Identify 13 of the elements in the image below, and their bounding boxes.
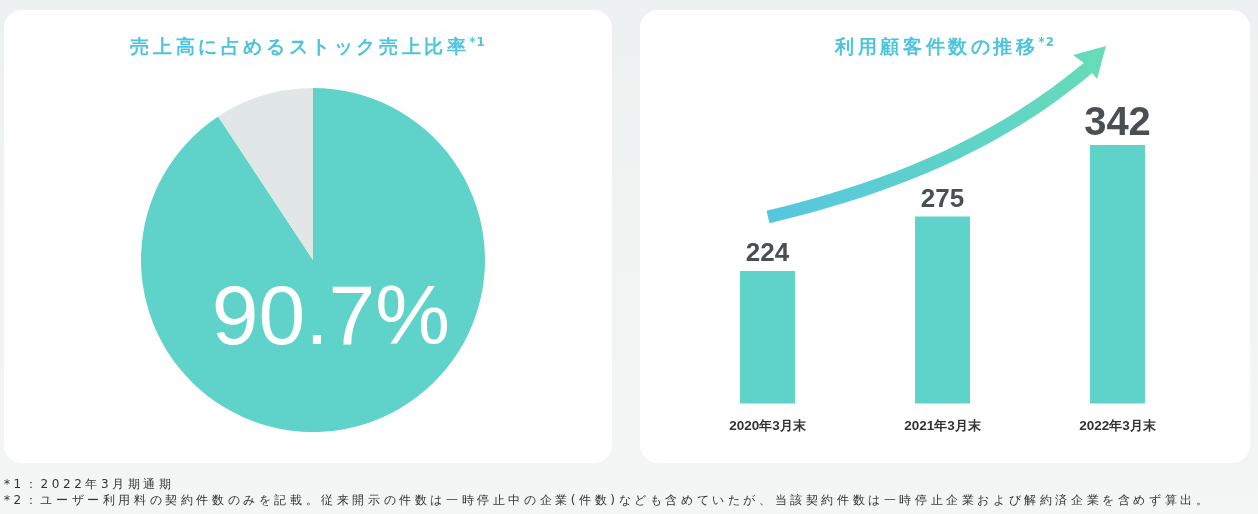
pie-slice [141,88,485,432]
data-label: 275 [920,182,965,213]
text: *2：ユーザー利用料の契約件数のみを記載。従来開示の件数は一時停止中の企業(件数)なども含めていたが、当該契約件数は一時停止企業および解約済企業を含めず算出。 [4,492,1212,509]
chart-title: 利用顧客件数の推移$^{*2}$ [833,34,1056,59]
pie-slice [218,88,313,260]
text: *1：2022年3月期通期 [4,476,175,493]
x-tick-label: 2020年3月末 [729,417,807,433]
data-label: 342 [1084,99,1151,143]
x-tick-label: 2022年3月末 [1079,417,1157,433]
x-tick-label: 2021年3月末 [904,417,982,433]
chart-title: 売上高に占めるストック売上比率$^{*1}$ [129,34,487,59]
data-label: 90.7% [211,268,450,363]
data-label: 224 [745,237,790,268]
